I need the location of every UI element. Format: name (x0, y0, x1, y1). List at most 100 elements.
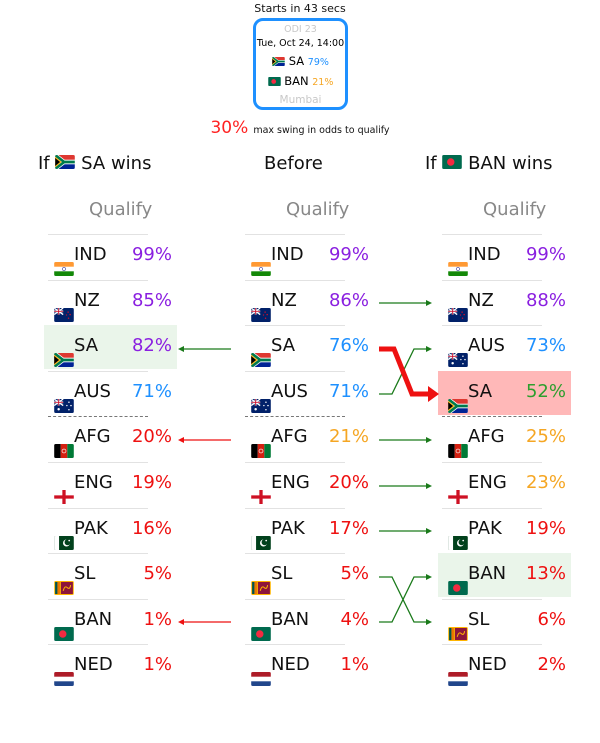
row-divider (245, 598, 345, 600)
team-row-sl: SL 5% (44, 553, 177, 597)
team-row-ind: IND 99% (438, 234, 571, 278)
qualify-pct: 86% (328, 289, 369, 311)
qualify-pct: 99% (131, 244, 172, 265)
team-row-pak: PAK 16% (44, 508, 177, 552)
column-title-before: Before (264, 153, 323, 174)
qualify-pct: 1% (143, 654, 172, 676)
team2-pct: 21% (312, 77, 334, 88)
team-abbr: SA (271, 335, 296, 357)
team-row-eng: ENG 20% (241, 462, 374, 506)
title-prefix: If (425, 153, 437, 174)
bangladesh-flag-icon (267, 74, 281, 88)
team-row-ind: IND 99% (44, 234, 177, 278)
team-row-ned: NED 2% (438, 644, 571, 688)
match-card[interactable]: ODI 23 Tue, Oct 24, 14:00 SA 79% BAN 21%… (253, 18, 348, 110)
arrow-pak-right-head (426, 528, 432, 534)
team-row-nz: NZ 85% (44, 280, 177, 324)
team-row-afg: AFG 21% (241, 416, 374, 460)
row-divider (442, 279, 542, 281)
team-abbr: SA (74, 335, 99, 357)
arrow-eng-right-head (426, 483, 432, 489)
team-abbr: PAK (468, 517, 502, 539)
qualify-pct: 99% (525, 244, 566, 265)
south-africa-flag-icon (55, 153, 76, 174)
column-title-sa-wins: If SA wins (38, 153, 151, 174)
team-abbr: IND (271, 244, 304, 265)
qualify-pct: 99% (328, 244, 369, 265)
team-abbr: NZ (74, 289, 100, 311)
qualify-pct: 2% (537, 654, 566, 676)
team-abbr: AUS (468, 335, 505, 357)
row-divider (48, 598, 148, 600)
row-divider (442, 462, 542, 463)
qualification-cutoff-line (48, 416, 148, 418)
qualify-pct: 5% (340, 563, 369, 585)
row-divider (48, 644, 148, 646)
qualify-pct: 88% (525, 289, 566, 311)
row-divider (442, 507, 542, 509)
team-abbr: BAN (271, 608, 310, 630)
row-divider (442, 325, 542, 327)
bangladesh-flag-icon (442, 153, 463, 174)
qualify-pct: 20% (328, 472, 369, 493)
team-row-nz: NZ 88% (438, 280, 571, 324)
team-row-ind: IND 99% (241, 234, 374, 278)
qualify-pct: 1% (143, 608, 172, 630)
column-subtitle-qualify: Qualify (89, 199, 153, 220)
row-divider (245, 553, 345, 555)
title-prefix: If (38, 153, 50, 174)
team-abbr: AFG (74, 426, 111, 448)
row-divider (245, 507, 345, 509)
team-abbr: IND (468, 244, 501, 265)
team-row-sa: SA 76% (241, 325, 374, 369)
match-label: ODI 23 (284, 24, 317, 35)
row-divider (245, 279, 345, 281)
qualify-pct: 4% (340, 608, 369, 630)
team-abbr: NZ (271, 289, 297, 311)
qualify-pct: 17% (328, 517, 369, 539)
team-row-aus: AUS 71% (241, 371, 374, 415)
team-row-ban: BAN 4% (241, 599, 374, 643)
team-abbr: SA (468, 380, 493, 402)
arrow-afg-left-head (178, 437, 184, 443)
qualify-pct: 85% (131, 289, 172, 311)
team-row-aus: AUS 73% (438, 325, 571, 369)
arrow-aus-cross-head (426, 346, 432, 352)
team-row-sa: SA 52% (438, 370, 571, 415)
team-row-ned: NED 1% (44, 644, 177, 688)
row-divider (245, 644, 345, 646)
arrow-sl-cross-head (426, 574, 432, 580)
qualify-pct: 20% (131, 426, 172, 448)
team-abbr: BAN (468, 563, 507, 585)
team-row-sl: SL 6% (438, 599, 571, 643)
title-suffix: wins (110, 153, 152, 174)
qualify-pct: 71% (328, 380, 369, 402)
arrow-nz-right-head (426, 300, 432, 306)
team-abbr: ENG (468, 472, 507, 493)
team-row-afg: AFG 20% (44, 416, 177, 460)
column-title-ban-wins: If BAN wins (425, 153, 553, 174)
team-abbr: SL (74, 563, 96, 585)
title-suffix: wins (512, 153, 553, 174)
team-row-sl: SL 5% (241, 553, 374, 597)
team-abbr: IND (74, 244, 107, 265)
row-divider (245, 370, 345, 372)
team2-abbr: BAN (284, 74, 309, 88)
row-divider (48, 279, 148, 281)
team-row-eng: ENG 19% (44, 462, 177, 506)
south-africa-flag-icon (272, 54, 285, 68)
row-divider (442, 598, 542, 600)
qualify-pct: 13% (525, 563, 566, 585)
team-abbr: AFG (271, 426, 308, 448)
qualify-pct: 73% (525, 335, 566, 357)
countdown-text: Starts in 43 secs (254, 2, 346, 15)
row-divider (442, 644, 542, 646)
team-abbr: PAK (271, 517, 305, 539)
qualify-pct: 23% (525, 472, 566, 493)
team-row-ban: BAN 13% (438, 553, 571, 598)
row-divider (48, 553, 148, 555)
qualify-pct: 19% (131, 472, 172, 493)
arrow-ban-left-head (178, 619, 184, 625)
qualify-pct: 52% (525, 380, 566, 402)
team-row-afg: AFG 25% (438, 416, 571, 460)
